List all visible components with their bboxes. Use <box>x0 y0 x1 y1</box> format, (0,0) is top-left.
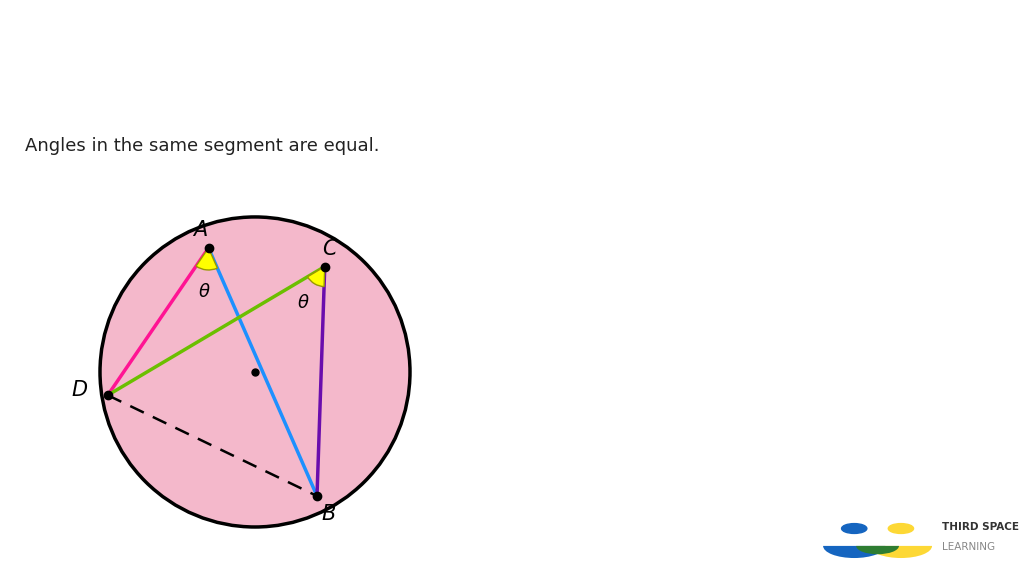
Text: B: B <box>322 504 336 524</box>
Wedge shape <box>307 267 325 286</box>
Wedge shape <box>196 248 217 270</box>
Text: Angles in the same segment are equal.: Angles in the same segment are equal. <box>25 137 380 155</box>
Text: C: C <box>323 239 337 258</box>
Circle shape <box>100 217 410 527</box>
Text: θ: θ <box>298 294 309 312</box>
Circle shape <box>888 524 913 534</box>
Wedge shape <box>856 546 899 554</box>
Wedge shape <box>823 546 886 558</box>
Text: LEARNING: LEARNING <box>942 542 995 552</box>
Text: THIRD SPACE: THIRD SPACE <box>942 522 1019 532</box>
Text: D: D <box>72 380 88 400</box>
Circle shape <box>842 524 867 534</box>
Wedge shape <box>869 546 932 558</box>
Text: A: A <box>194 220 208 240</box>
Text: θ: θ <box>199 283 210 301</box>
Text: Angles in the same segment are equal: Angles in the same segment are equal <box>26 29 929 70</box>
